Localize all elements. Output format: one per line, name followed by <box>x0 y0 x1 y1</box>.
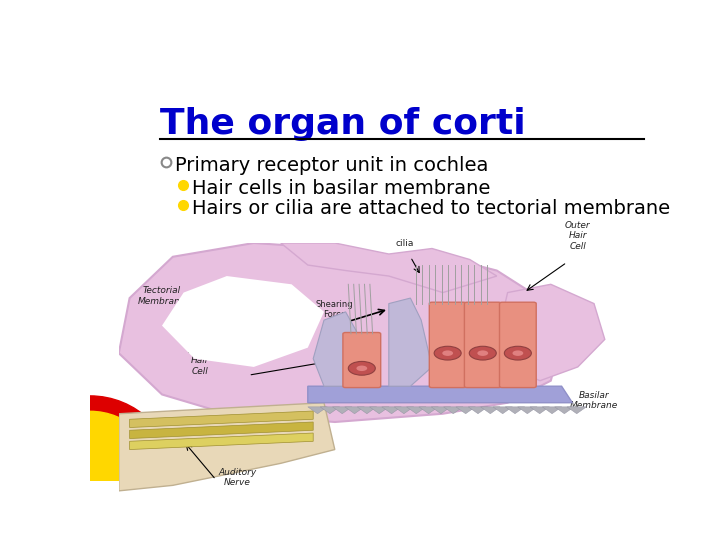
Polygon shape <box>357 407 377 414</box>
Polygon shape <box>345 407 364 414</box>
Text: Outer
Hair
Cell: Outer Hair Cell <box>565 221 590 251</box>
Text: Basilar
Membrane: Basilar Membrane <box>570 391 618 410</box>
Circle shape <box>504 346 531 360</box>
Circle shape <box>5 396 175 540</box>
Polygon shape <box>456 407 475 414</box>
Text: Shearing
Force: Shearing Force <box>316 300 354 319</box>
Polygon shape <box>468 407 487 414</box>
Text: Inner
Hair
Cell: Inner Hair Cell <box>188 346 212 376</box>
Text: cilia: cilia <box>396 239 414 248</box>
Circle shape <box>469 346 496 360</box>
Polygon shape <box>119 243 562 422</box>
Polygon shape <box>395 407 414 414</box>
Polygon shape <box>382 407 401 414</box>
Polygon shape <box>130 411 313 428</box>
Polygon shape <box>497 284 605 381</box>
FancyBboxPatch shape <box>343 333 381 388</box>
Polygon shape <box>333 407 352 414</box>
Circle shape <box>477 350 488 356</box>
Polygon shape <box>444 407 463 414</box>
Polygon shape <box>119 403 335 491</box>
Circle shape <box>356 366 367 371</box>
Text: Auditory
Nerve: Auditory Nerve <box>218 468 257 488</box>
Polygon shape <box>530 407 549 414</box>
Polygon shape <box>389 298 432 386</box>
Text: Hairs or cilia are attached to tectorial membrane: Hairs or cilia are attached to tectorial… <box>192 199 670 218</box>
Polygon shape <box>554 407 574 414</box>
Text: The organ of corti: The organ of corti <box>160 107 526 141</box>
Circle shape <box>434 346 462 360</box>
Polygon shape <box>493 407 513 414</box>
Text: Tectorial
Membrane: Tectorial Membrane <box>138 286 186 306</box>
Polygon shape <box>281 243 497 293</box>
FancyBboxPatch shape <box>464 302 501 388</box>
Polygon shape <box>162 276 324 367</box>
Polygon shape <box>542 407 562 414</box>
Polygon shape <box>130 433 313 449</box>
Polygon shape <box>308 386 572 403</box>
Text: Hair cells in basilar membrane: Hair cells in basilar membrane <box>192 179 490 198</box>
Circle shape <box>348 361 375 375</box>
Polygon shape <box>369 407 389 414</box>
Polygon shape <box>419 407 438 414</box>
Polygon shape <box>431 407 451 414</box>
Text: Primary receptor unit in cochlea: Primary receptor unit in cochlea <box>175 156 489 174</box>
Polygon shape <box>481 407 500 414</box>
Circle shape <box>442 350 453 356</box>
Polygon shape <box>320 407 340 414</box>
FancyBboxPatch shape <box>429 302 466 388</box>
Polygon shape <box>130 422 313 438</box>
Polygon shape <box>407 407 426 414</box>
Polygon shape <box>308 407 327 414</box>
Polygon shape <box>567 407 587 414</box>
FancyBboxPatch shape <box>500 302 536 388</box>
Polygon shape <box>313 312 367 386</box>
Polygon shape <box>518 407 537 414</box>
Circle shape <box>20 411 160 540</box>
Circle shape <box>513 350 523 356</box>
Polygon shape <box>505 407 525 414</box>
